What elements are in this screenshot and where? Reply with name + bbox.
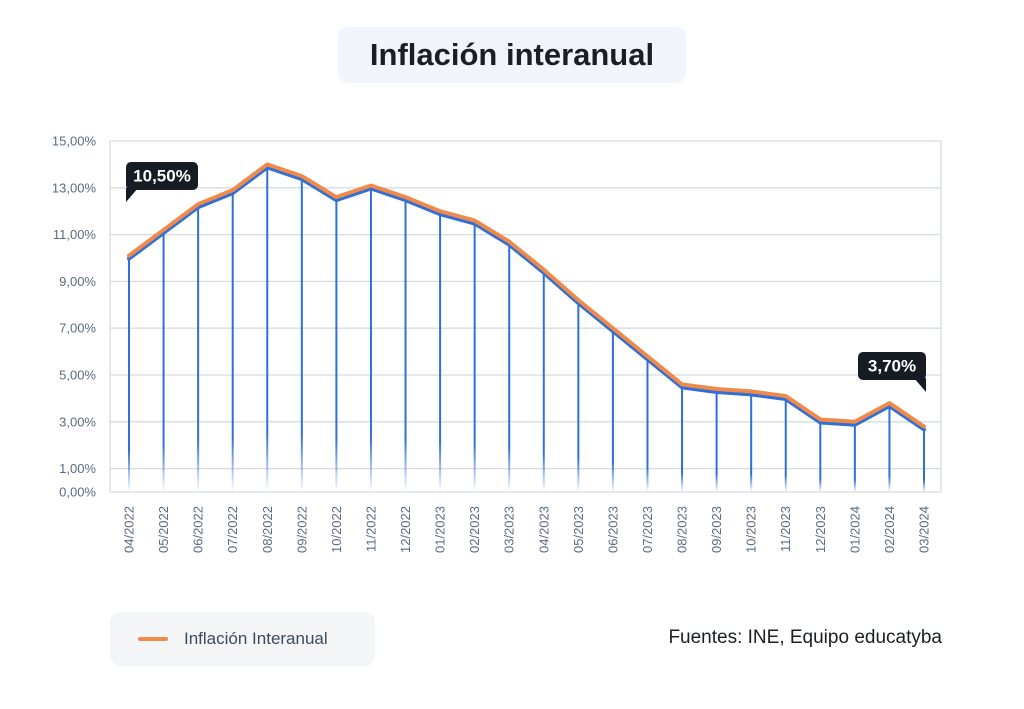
drop-line [577,300,580,492]
data-point [922,424,926,428]
x-tick-label: 07/2022 [225,506,240,553]
x-tick-label: 04/2023 [536,506,551,553]
y-tick-label: 1,00% [59,461,96,476]
data-point [715,387,719,391]
data-point [680,382,684,386]
x-tick-label: 06/2022 [191,506,206,553]
data-point [853,420,857,424]
drop-line [681,384,684,492]
source-note: Fuentes: INE, Equipo educatyba [668,627,942,648]
callout-box [858,352,926,380]
x-tick-label: 02/2023 [467,506,482,553]
data-point [473,219,477,223]
x-tick-label: 02/2024 [882,506,897,553]
x-tick-label: 04/2022 [122,506,137,553]
callout-box [126,162,198,190]
data-point [611,326,615,330]
legend: Inflación Interanual [110,612,375,666]
data-point [818,417,822,421]
x-tick-label: 12/2022 [398,506,413,553]
callout-label: 3,70% [868,357,916,376]
data-point [404,195,408,199]
x-tick-label: 05/2022 [156,506,171,553]
data-point [749,389,753,393]
data-point [265,162,269,166]
drop-line [473,220,476,492]
x-tick-label: 03/2024 [917,506,932,553]
drop-line [784,396,787,492]
drop-line [508,241,511,492]
legend-swatch [138,637,168,641]
y-tick-label: 7,00% [59,321,96,336]
data-point [438,209,442,213]
drop-line [750,391,753,492]
drop-line [231,190,234,492]
y-tick-label: 15,00% [52,134,97,149]
x-tick-label: 09/2022 [294,506,309,553]
y-tick-label: 3,00% [59,414,96,429]
drop-line [542,269,545,492]
data-point [542,268,546,272]
callout-tail [914,378,926,392]
drop-line [266,164,269,492]
x-tick-label: 07/2023 [640,506,655,553]
x-tick-label: 08/2023 [675,506,690,553]
x-tick-label: 01/2023 [433,506,448,553]
drop-line [300,176,303,492]
drop-line [439,211,442,492]
drop-line [819,419,822,492]
x-tick-label: 08/2022 [260,506,275,553]
x-tick-label: 01/2024 [847,506,862,553]
x-tick-label: 11/2023 [778,506,793,552]
series-line [127,162,926,429]
series-line-shadow [127,165,926,432]
drop-line [369,185,372,492]
drop-line [162,229,165,493]
x-tick-label: 10/2023 [744,506,759,553]
callout-tail [126,188,138,202]
data-point [645,354,649,358]
data-point [369,183,373,187]
chart-title: Inflación interanual [338,27,686,83]
drop-line [335,197,338,492]
callout-label: 10,50% [133,167,191,186]
data-point [784,394,788,398]
x-tick-label: 10/2022 [329,506,344,553]
drop-line [646,356,649,492]
drop-line [128,255,130,492]
x-tick-label: 03/2023 [502,506,517,553]
drop-line [888,403,891,492]
drop-line [404,197,407,492]
data-point [196,202,200,206]
x-tick-label: 09/2023 [709,506,724,553]
legend-label: Inflación Interanual [184,629,328,648]
data-point [507,240,511,244]
drop-line [853,421,856,492]
x-tick-label: 06/2023 [605,506,620,553]
line-chart: 0,00% 1,00% 3,00% 5,00% 7,00% 9,00% 11,00% 13,0… [52,134,942,553]
data-point [576,298,580,302]
drop-line [923,426,925,492]
y-tick-label: 11,00% [53,227,97,242]
y-tick-label: 13,00% [52,180,97,195]
x-tick-label: 12/2023 [813,506,828,553]
data-point [231,188,235,192]
y-tick-label: 9,00% [59,274,96,289]
drop-line [197,204,200,492]
x-tick-label: 11/2022 [363,506,378,552]
drop-line [715,389,718,492]
data-point [887,401,891,405]
data-point [300,174,304,178]
data-point [334,195,338,199]
data-point [162,228,166,232]
data-point [127,254,131,258]
x-tick-label: 05/2023 [571,506,586,553]
y-tick-label: 5,00% [59,368,96,383]
y-tick-label: 0,00% [59,485,96,500]
drop-line [611,328,614,492]
